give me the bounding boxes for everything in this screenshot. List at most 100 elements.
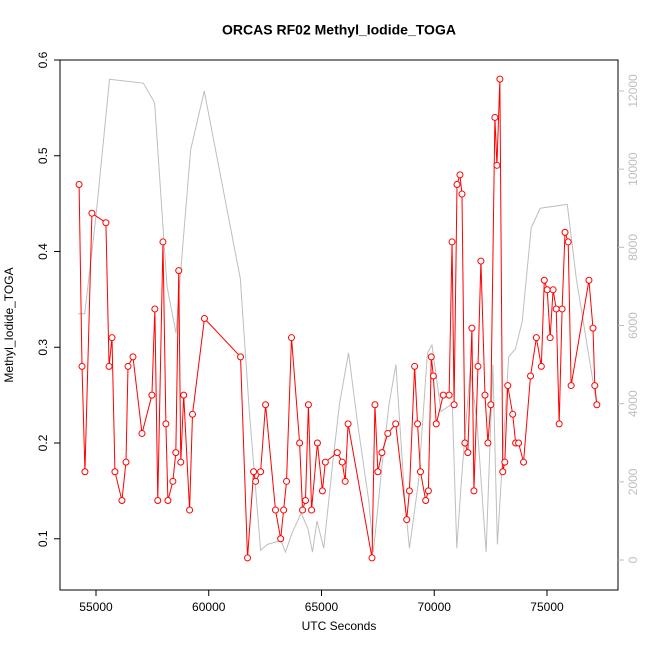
data-point bbox=[585, 276, 593, 284]
data-point bbox=[151, 305, 159, 313]
data-point bbox=[122, 458, 130, 466]
y-tick-label: 0.1 bbox=[36, 530, 50, 547]
data-point bbox=[552, 305, 560, 313]
data-point bbox=[567, 382, 575, 390]
data-point bbox=[287, 334, 295, 342]
data-point bbox=[591, 382, 599, 390]
data-point bbox=[501, 458, 509, 466]
y2-tick-label: 6000 bbox=[626, 312, 640, 339]
data-point bbox=[296, 439, 304, 447]
data-point bbox=[445, 391, 453, 399]
data-point bbox=[416, 468, 424, 476]
data-point bbox=[159, 238, 167, 246]
data-point bbox=[180, 391, 188, 399]
y-tick-label: 0.2 bbox=[36, 434, 50, 451]
data-point bbox=[344, 420, 352, 428]
data-point bbox=[371, 401, 379, 409]
data-point bbox=[439, 391, 447, 399]
data-point bbox=[271, 506, 279, 514]
data-point bbox=[453, 180, 461, 188]
data-point bbox=[414, 420, 422, 428]
data-point bbox=[162, 420, 170, 428]
data-point bbox=[280, 506, 288, 514]
series-line bbox=[77, 78, 598, 554]
data-point bbox=[111, 468, 119, 476]
data-point bbox=[333, 449, 341, 457]
data-point bbox=[299, 506, 307, 514]
data-point bbox=[102, 219, 110, 227]
data-point bbox=[129, 353, 137, 361]
data-point bbox=[88, 209, 96, 217]
data-point bbox=[169, 477, 177, 485]
data-point bbox=[124, 362, 132, 370]
x-axis-label: UTC Seconds bbox=[302, 619, 377, 633]
y2-tick-label: 0 bbox=[626, 556, 640, 563]
data-point bbox=[405, 487, 413, 495]
data-point bbox=[321, 458, 329, 466]
data-point bbox=[520, 458, 528, 466]
data-point bbox=[75, 180, 83, 188]
data-point bbox=[78, 362, 86, 370]
data-point bbox=[118, 496, 126, 504]
x-tick-label: 65000 bbox=[305, 600, 339, 614]
data-point bbox=[504, 382, 512, 390]
data-point bbox=[338, 458, 346, 466]
data-point bbox=[148, 391, 156, 399]
data-point bbox=[564, 238, 572, 246]
data-point bbox=[461, 439, 469, 447]
data-point bbox=[527, 372, 535, 380]
y-tick-label: 0.3 bbox=[36, 339, 50, 356]
data-point bbox=[378, 449, 386, 457]
data-point bbox=[392, 420, 400, 428]
data-point bbox=[456, 171, 464, 179]
y2-tick-label: 8000 bbox=[626, 234, 640, 261]
data-point bbox=[257, 468, 265, 476]
data-point bbox=[262, 401, 270, 409]
data-point bbox=[543, 286, 551, 294]
data-point bbox=[561, 228, 569, 236]
data-point bbox=[237, 353, 245, 361]
data-point bbox=[105, 362, 113, 370]
data-point bbox=[384, 429, 392, 437]
data-point bbox=[496, 75, 504, 83]
data-point bbox=[537, 362, 545, 370]
data-point bbox=[481, 391, 489, 399]
data-point bbox=[368, 554, 376, 562]
data-point bbox=[540, 276, 548, 284]
data-point bbox=[464, 449, 472, 457]
data-point bbox=[484, 439, 492, 447]
x-tick-label: 75000 bbox=[530, 600, 564, 614]
x-tick-label: 55000 bbox=[79, 600, 113, 614]
y2-tick-label: 2000 bbox=[626, 468, 640, 495]
data-point bbox=[175, 267, 183, 275]
data-point bbox=[186, 506, 194, 514]
data-point bbox=[301, 496, 309, 504]
data-point bbox=[424, 487, 432, 495]
data-point bbox=[411, 362, 419, 370]
x-tick-label: 60000 bbox=[192, 600, 226, 614]
chart-title: ORCAS RF02 Methyl_Iodide_TOGA bbox=[222, 22, 456, 38]
data-point bbox=[304, 401, 312, 409]
data-point bbox=[200, 315, 208, 323]
data-point bbox=[589, 324, 597, 332]
data-point bbox=[448, 238, 456, 246]
data-point bbox=[374, 468, 382, 476]
data-point bbox=[81, 468, 89, 476]
data-point bbox=[277, 535, 285, 543]
data-point bbox=[341, 477, 349, 485]
data-point bbox=[189, 410, 197, 418]
data-point bbox=[593, 401, 601, 409]
data-point bbox=[477, 257, 485, 265]
data-point bbox=[429, 372, 437, 380]
plot-box bbox=[59, 59, 619, 591]
data-point bbox=[487, 401, 495, 409]
y-tick-label: 0.6 bbox=[36, 51, 50, 68]
data-point bbox=[308, 506, 316, 514]
data-point bbox=[250, 468, 258, 476]
data-point bbox=[403, 516, 411, 524]
y-axis-label: Methyl_Iodide_TOGA bbox=[2, 267, 16, 382]
data-point bbox=[138, 429, 146, 437]
data-point bbox=[427, 353, 435, 361]
